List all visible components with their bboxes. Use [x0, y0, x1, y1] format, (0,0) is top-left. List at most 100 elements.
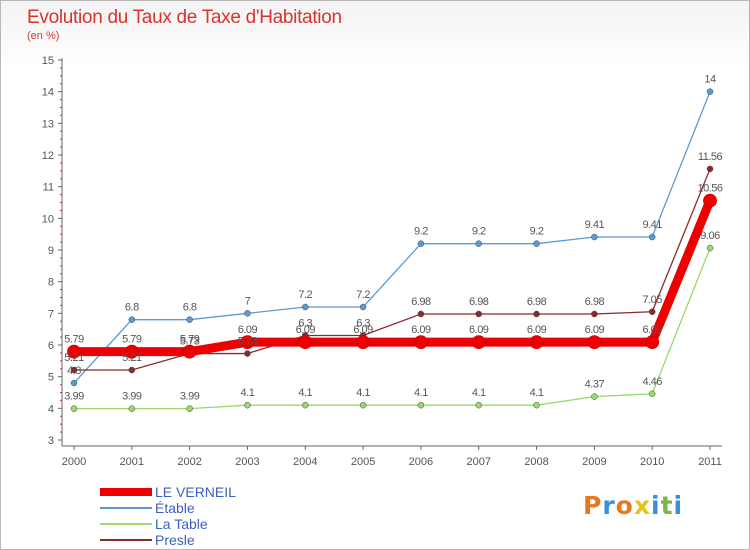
data-point [67, 344, 81, 359]
y-tick-label: 14 [42, 87, 54, 99]
data-label: 4.46 [642, 376, 662, 388]
data-point [706, 88, 714, 95]
x-tick-label: 2007 [466, 456, 490, 468]
data-point [244, 310, 251, 317]
data-point [359, 303, 367, 311]
data-point [70, 366, 78, 374]
data-point [244, 401, 251, 409]
data-label: 6.8 [183, 302, 197, 314]
data-point [186, 316, 193, 323]
data-label: 9.41 [585, 219, 605, 231]
data-point [529, 335, 544, 350]
logo-letter: t [660, 491, 674, 520]
data-point [645, 335, 660, 350]
series-line [74, 198, 715, 357]
data-point [417, 240, 425, 247]
data-point [475, 240, 482, 247]
logo-letter: i [651, 491, 661, 520]
data-label: 6.98 [411, 296, 431, 308]
data-label: 9.2 [472, 226, 486, 238]
x-tick-label: 2008 [524, 456, 548, 468]
data-point [124, 344, 139, 359]
data-label: 6.3 [298, 318, 312, 330]
data-point [128, 316, 136, 323]
data-point [591, 393, 598, 400]
logo-letter: P [583, 491, 603, 520]
y-tick-label: 8 [48, 277, 54, 289]
y-tick-label: 10 [42, 213, 54, 225]
data-label: 9.2 [530, 226, 544, 238]
logo-letter: x [633, 491, 651, 520]
data-point [648, 390, 656, 398]
data-point [648, 308, 656, 315]
y-tick-label: 13 [42, 118, 54, 130]
data-label: 6.98 [469, 296, 489, 308]
data-label: 7.2 [356, 289, 370, 301]
x-tick-label: 2005 [351, 456, 375, 468]
data-label: 6.09 [527, 324, 547, 336]
data-point [128, 366, 136, 374]
data-label: 3.99 [180, 391, 200, 403]
data-label: 9.06 [700, 230, 720, 242]
data-point [414, 335, 428, 350]
data-label: 9.41 [642, 219, 662, 231]
legend-swatch-la-table [100, 523, 152, 525]
data-point [471, 335, 486, 350]
x-tick-label: 2003 [235, 456, 259, 468]
data-label: 5.73 [180, 336, 200, 348]
data-label: 6.09 [238, 324, 258, 336]
data-label: 5.21 [64, 352, 84, 364]
data-label: 6.98 [527, 296, 547, 308]
y-tick-label: 4 [48, 403, 54, 415]
data-point [70, 405, 78, 412]
logo-letter: o [615, 491, 634, 520]
proxiti-logo: Proxiti [583, 491, 683, 520]
data-point [298, 335, 313, 350]
data-label: 5.21 [122, 352, 142, 364]
logo-letter: r [602, 491, 616, 520]
data-label: 7.05 [642, 294, 662, 306]
series-line [74, 168, 711, 371]
data-label: 4.1 [356, 387, 370, 399]
data-label: 4.1 [414, 387, 428, 399]
data-label: 6.8 [125, 302, 139, 314]
data-point [591, 310, 598, 318]
data-label: 4.37 [585, 379, 605, 391]
data-label: 6.09 [469, 324, 489, 336]
legend-label-presle: Presle [155, 532, 195, 548]
data-label: 5.79 [122, 334, 142, 346]
series-line [73, 91, 711, 384]
data-label: 11.56 [698, 151, 723, 163]
x-tick-label: 2004 [293, 456, 317, 468]
data-point [533, 401, 540, 409]
data-point [533, 310, 540, 318]
data-point [587, 335, 602, 350]
data-label: 6.09 [585, 324, 605, 336]
data-point [302, 401, 309, 409]
data-point [244, 350, 251, 357]
data-point [591, 233, 598, 241]
data-label: 9.2 [414, 226, 428, 238]
data-point [706, 165, 714, 173]
y-tick-label: 9 [48, 245, 54, 257]
x-tick-label: 2002 [177, 456, 201, 468]
data-label: 5.79 [180, 334, 200, 346]
y-tick-label: 6 [48, 340, 54, 352]
data-point [302, 303, 309, 311]
data-point [182, 344, 197, 359]
data-label: 3.99 [122, 391, 142, 403]
data-label: 6.09 [642, 324, 662, 336]
data-label: 4.1 [472, 387, 486, 399]
chart-title: Evolution du Taux de Taxe d'Habitation [27, 7, 342, 28]
data-label: 14 [704, 74, 716, 86]
data-label: 4.1 [298, 387, 312, 399]
data-label: 10.56 [698, 183, 723, 195]
legend-swatch-le-verneil [100, 488, 152, 496]
y-tick-label: 7 [48, 308, 54, 320]
data-point [475, 401, 482, 409]
legend-swatch-etable [100, 507, 152, 509]
data-point [128, 405, 136, 412]
data-label: 7 [245, 295, 251, 307]
y-tick-label: 15 [42, 55, 54, 67]
